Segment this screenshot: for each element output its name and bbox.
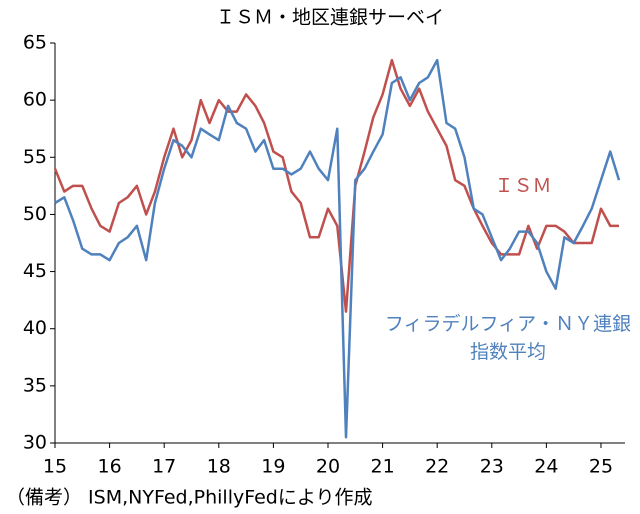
x-tick-label: 15 xyxy=(43,456,67,478)
y-tick-label: 55 xyxy=(23,146,47,168)
footnote: （備考） ISM,NYFed,PhillyFedにより作成 xyxy=(6,487,372,509)
x-tick-label: 25 xyxy=(589,456,613,478)
y-tick-label: 30 xyxy=(23,432,47,454)
series-line xyxy=(53,58,619,313)
x-tick-label: 20 xyxy=(316,456,340,478)
x-tick-label: 21 xyxy=(370,456,394,478)
series-line xyxy=(54,58,621,439)
y-tick-label: 60 xyxy=(23,89,47,111)
x-tick-label: 17 xyxy=(152,456,176,478)
y-tick-label: 65 xyxy=(23,32,47,54)
y-tick-label: 45 xyxy=(23,260,47,282)
x-tick-label: 19 xyxy=(261,456,285,478)
x-tick-label: 24 xyxy=(534,456,558,478)
x-tick-label: 16 xyxy=(98,456,122,478)
y-tick-label: 40 xyxy=(23,317,47,339)
x-tick-label: 23 xyxy=(480,456,504,478)
x-tick-label: 22 xyxy=(425,456,449,478)
legend-label: フィラデルフィア・ＮＹ連銀 指数平均 xyxy=(384,313,632,363)
y-tick-label: 50 xyxy=(23,203,47,225)
chart-title: ＩＳＭ・地区連銀サーベイ xyxy=(216,7,444,29)
legend-label: ＩＳＭ xyxy=(494,175,552,197)
y-tick-label: 35 xyxy=(23,374,47,396)
x-tick-label: 18 xyxy=(207,456,231,478)
